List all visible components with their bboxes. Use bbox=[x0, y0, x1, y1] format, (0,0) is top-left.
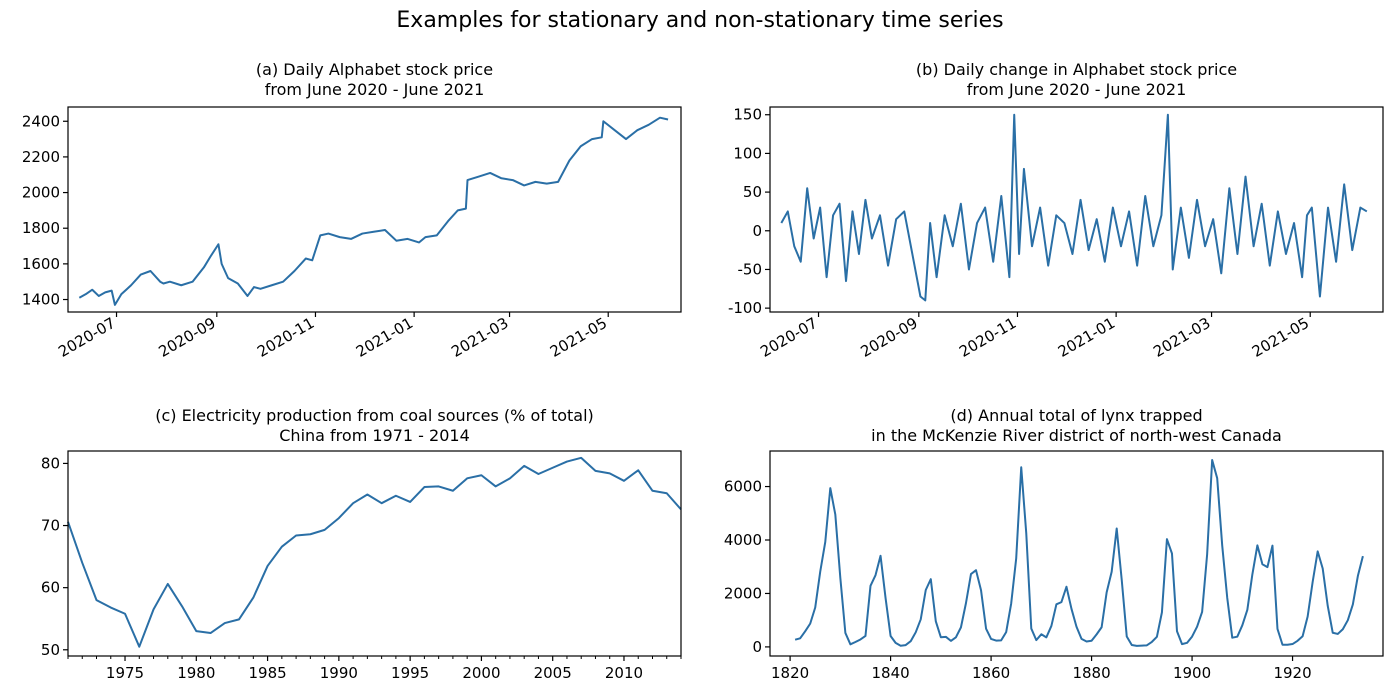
x-tick-label-b: 2021-01 bbox=[1055, 314, 1118, 361]
y-tick-label-a: 2400 bbox=[22, 112, 60, 130]
y-tick-label-d: 4000 bbox=[724, 531, 762, 549]
y-tick-label-a: 2000 bbox=[22, 184, 60, 202]
panel-d-title: (d) Annual total of lynx trapped in the … bbox=[871, 406, 1282, 445]
y-tick-label-b: 150 bbox=[733, 106, 762, 124]
plot-frame-a bbox=[67, 106, 682, 313]
x-tick-label-d: 1860 bbox=[972, 664, 1010, 682]
figure-suptitle: Examples for stationary and non-stationa… bbox=[396, 8, 1004, 33]
x-tick-label-c: 1985 bbox=[248, 664, 286, 682]
y-tick-label-a: 2200 bbox=[22, 148, 60, 166]
x-tick-label-a: 2020-11 bbox=[254, 314, 317, 361]
x-tick-label-c: 2005 bbox=[534, 664, 572, 682]
y-tick-label-b: 100 bbox=[733, 144, 762, 162]
x-tick-label-b: 2020-09 bbox=[858, 314, 921, 361]
x-tick-label-a: 2020-09 bbox=[156, 314, 219, 361]
panel-c-title: (c) Electricity production from coal sou… bbox=[155, 406, 594, 445]
chart-c: 50 60 70 80 1975 1980 1985 1990 1995 2000 2005 2010 bbox=[41, 450, 682, 682]
x-tick-label-d: 1880 bbox=[1072, 664, 1110, 682]
x-tick-label-d: 1900 bbox=[1173, 664, 1211, 682]
y-tick-label-d: 0 bbox=[752, 638, 762, 656]
chart-b: -100 -50 0 50 100 150 2020-07 2020-09 2020-11 202… bbox=[728, 106, 1384, 361]
x-tick-label-c: 1975 bbox=[106, 664, 144, 682]
chart-a: 1400 1600 1800 2000 2200 2400 2020-07 2020-09 20… bbox=[22, 106, 682, 361]
chart-d: 0 2000 4000 6000 1820 1840 1860 1880 1900 1920 bbox=[724, 450, 1384, 682]
x-tick-label-c: 2010 bbox=[605, 664, 643, 682]
y-tick-label-a: 1400 bbox=[22, 291, 60, 309]
plot-frame-d bbox=[769, 450, 1384, 657]
x-tick-label-d: 1840 bbox=[871, 664, 909, 682]
x-tick-label-c: 1980 bbox=[177, 664, 215, 682]
y-tick-label-c: 70 bbox=[41, 517, 60, 535]
panel-b-title: (b) Daily change in Alphabet stock price… bbox=[915, 60, 1238, 99]
x-tick-label-d: 1820 bbox=[771, 664, 809, 682]
y-tick-label-b: -100 bbox=[728, 299, 762, 317]
x-tick-label-c: 2000 bbox=[462, 664, 500, 682]
x-tick-label-a: 2021-01 bbox=[353, 314, 416, 361]
series-line-c bbox=[67, 456, 682, 648]
y-tick-label-c: 60 bbox=[41, 579, 60, 597]
y-tick-label-c: 50 bbox=[41, 641, 60, 659]
y-tick-label-d: 2000 bbox=[724, 584, 762, 602]
x-tick-label-a: 2021-05 bbox=[547, 314, 610, 361]
x-tick-label-c: 1995 bbox=[391, 664, 429, 682]
x-tick-label-a: 2021-03 bbox=[448, 314, 511, 361]
x-tick-label-b: 2020-07 bbox=[757, 314, 820, 361]
y-tick-label-d: 6000 bbox=[724, 478, 762, 496]
series-line-d bbox=[794, 459, 1364, 647]
plot-frame-c bbox=[67, 450, 682, 657]
y-tick-label-a: 1600 bbox=[22, 255, 60, 273]
y-tick-label-c: 80 bbox=[41, 454, 60, 472]
series-line-a bbox=[78, 116, 669, 306]
x-tick-label-a: 2020-07 bbox=[55, 314, 118, 361]
plot-frame-b bbox=[769, 106, 1384, 313]
y-tick-label-b: 0 bbox=[752, 222, 762, 240]
x-tick-label-b: 2021-03 bbox=[1150, 314, 1213, 361]
x-tick-label-d: 1920 bbox=[1273, 664, 1311, 682]
y-tick-label-b: -50 bbox=[738, 260, 763, 278]
x-tick-label-b: 2021-05 bbox=[1249, 314, 1312, 361]
y-tick-label-a: 1800 bbox=[22, 219, 60, 237]
x-tick-label-c: 1990 bbox=[320, 664, 358, 682]
y-tick-label-b: 50 bbox=[743, 183, 762, 201]
series-line-b bbox=[780, 113, 1368, 302]
x-tick-label-b: 2020-11 bbox=[956, 314, 1019, 361]
panel-a-title: (a) Daily Alphabet stock price from June… bbox=[255, 60, 494, 99]
